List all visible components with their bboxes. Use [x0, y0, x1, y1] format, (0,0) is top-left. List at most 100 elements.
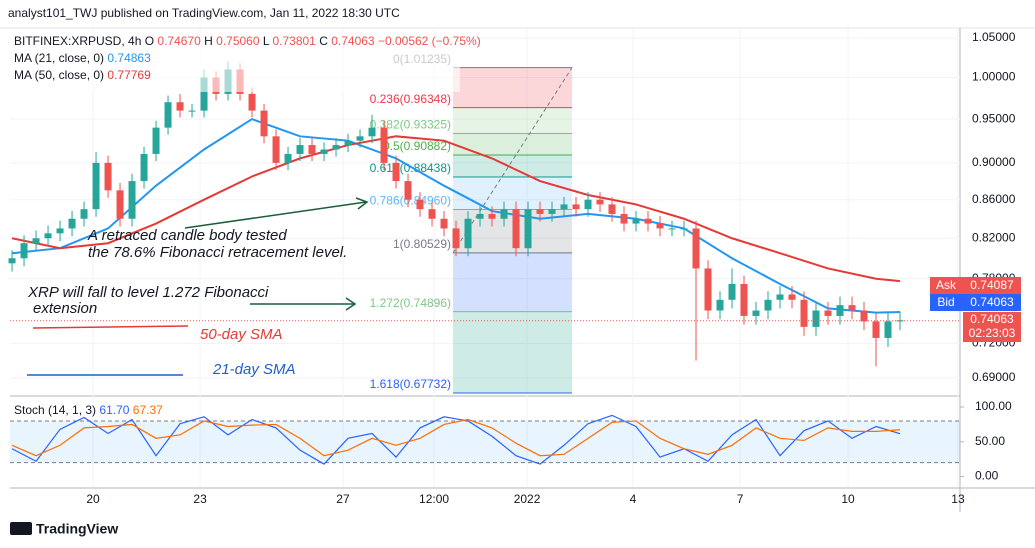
- bid-label: Bid: [937, 295, 954, 309]
- legend-symbol: BITFINEX:XRPUSD, 4h O 0.74670 H 0.75060 …: [14, 34, 481, 48]
- candle-body: [440, 218, 448, 229]
- candle-body: [92, 162, 100, 210]
- candle-body: [308, 145, 316, 154]
- candle-body: [776, 294, 784, 300]
- candle-body: [692, 228, 700, 269]
- candle-body: [320, 149, 328, 154]
- candle-body: [176, 102, 184, 111]
- candle-body: [656, 223, 664, 229]
- fib-trend: [452, 67, 573, 254]
- candle-body: [404, 181, 412, 200]
- ohlc-value: 0.73801: [272, 34, 316, 48]
- candle-body: [368, 127, 376, 137]
- x-tick-label: 12:00: [419, 492, 449, 506]
- bid-value: 0.74063: [970, 295, 1014, 309]
- candle-body: [644, 218, 652, 224]
- fib-band: [453, 107, 573, 134]
- candle-body: [476, 213, 484, 219]
- candle-body: [140, 153, 148, 182]
- candle-body: [392, 162, 400, 182]
- y-tick-label: 100.00: [975, 399, 1012, 413]
- ohlc-key: H: [204, 34, 213, 48]
- y-tick-label: 50.00: [975, 434, 1005, 448]
- candle-body: [260, 110, 268, 137]
- candle-body: [620, 213, 628, 224]
- candle-body: [896, 320, 904, 322]
- x-tick-label: 27: [336, 492, 350, 506]
- fib-band: [453, 154, 573, 178]
- ohlc-value: 0.74063: [331, 34, 375, 48]
- annotation: A retraced candle body tested: [87, 227, 287, 244]
- fib-label: 0.5(0.90882): [383, 139, 451, 153]
- candle-body: [860, 310, 868, 322]
- candle-body: [248, 93, 256, 111]
- candle-body: [848, 305, 856, 311]
- arrow: [184, 201, 367, 229]
- candle-body: [584, 199, 592, 210]
- candle-body: [164, 102, 172, 128]
- candle-body: [680, 228, 688, 230]
- arrow-head: [345, 297, 357, 311]
- candle-body: [488, 213, 496, 219]
- candle-body: [200, 77, 208, 111]
- y-tick-label: 0.90000: [972, 155, 1016, 169]
- ma50-value: 0.77769: [107, 68, 151, 82]
- stoch-line: [11, 418, 901, 457]
- candle-body: [764, 299, 772, 311]
- candle-body: [788, 294, 796, 300]
- annotation: 50-day SMA: [200, 326, 283, 343]
- ohlc-value: 0.74670: [157, 34, 201, 48]
- ohlc-value: 0.75060: [216, 34, 260, 48]
- y-tick-label: 0.86000: [972, 192, 1016, 206]
- candle-body: [296, 145, 304, 154]
- candle-body: [188, 110, 196, 112]
- candle-body: [32, 238, 40, 244]
- candle-body: [632, 218, 640, 224]
- candle-body: [272, 136, 280, 163]
- fib-label: 0.236(0.96348): [370, 92, 451, 106]
- candle-body: [284, 153, 292, 163]
- sma50-key: [32, 325, 189, 329]
- ask-box: [963, 277, 1021, 294]
- ma-line: [11, 135, 901, 283]
- legend-ma21: MA (21, close, 0) 0.74863: [14, 51, 151, 65]
- fib-label: 0.382(0.93325): [370, 118, 451, 132]
- candle-body: [560, 204, 568, 210]
- legend-stoch: Stoch (14, 1, 3) 61.70 67.37: [14, 403, 163, 417]
- annotation: XRP will fall to level 1.272 Fibonacci: [27, 284, 269, 301]
- fib-label: 0.618(0.88438): [370, 161, 451, 175]
- candle-body: [56, 228, 64, 234]
- candle-body: [704, 268, 712, 311]
- candle-body: [416, 199, 424, 210]
- header: analyst101_TWJ published on TradingView.…: [8, 6, 400, 20]
- y-tick-label: 0.95000: [972, 111, 1016, 125]
- change: −0.00562 (−0.75%): [378, 34, 481, 48]
- candle-body: [452, 228, 460, 249]
- stoch-band: [10, 420, 960, 463]
- candle-body: [740, 283, 748, 316]
- fib-band: [453, 311, 573, 394]
- candle-body: [8, 258, 16, 264]
- arrow-head: [355, 197, 369, 210]
- candle-body: [812, 310, 820, 327]
- candle-body: [152, 127, 160, 154]
- candle-body: [80, 209, 88, 219]
- candle-body: [68, 218, 76, 229]
- x-tick-label: 23: [193, 492, 207, 506]
- annotation: 21-day SMA: [212, 361, 296, 378]
- countdown: 02:23:03: [969, 326, 1016, 340]
- y-tick-label: 1.00000: [972, 70, 1016, 84]
- candle-body: [380, 127, 388, 163]
- fib-band: [453, 177, 573, 210]
- candle-body: [716, 299, 724, 311]
- fib-label: 0.786(0.84960): [370, 194, 451, 208]
- last-value: 0.74063: [970, 312, 1014, 326]
- candle-body: [668, 228, 676, 230]
- ask-tag: [930, 277, 963, 294]
- bid-tag: [930, 294, 963, 311]
- candle-body: [500, 209, 508, 219]
- x-tick-label: 20: [86, 492, 100, 506]
- ma-line: [11, 117, 901, 314]
- x-tick-label: 13: [951, 492, 965, 506]
